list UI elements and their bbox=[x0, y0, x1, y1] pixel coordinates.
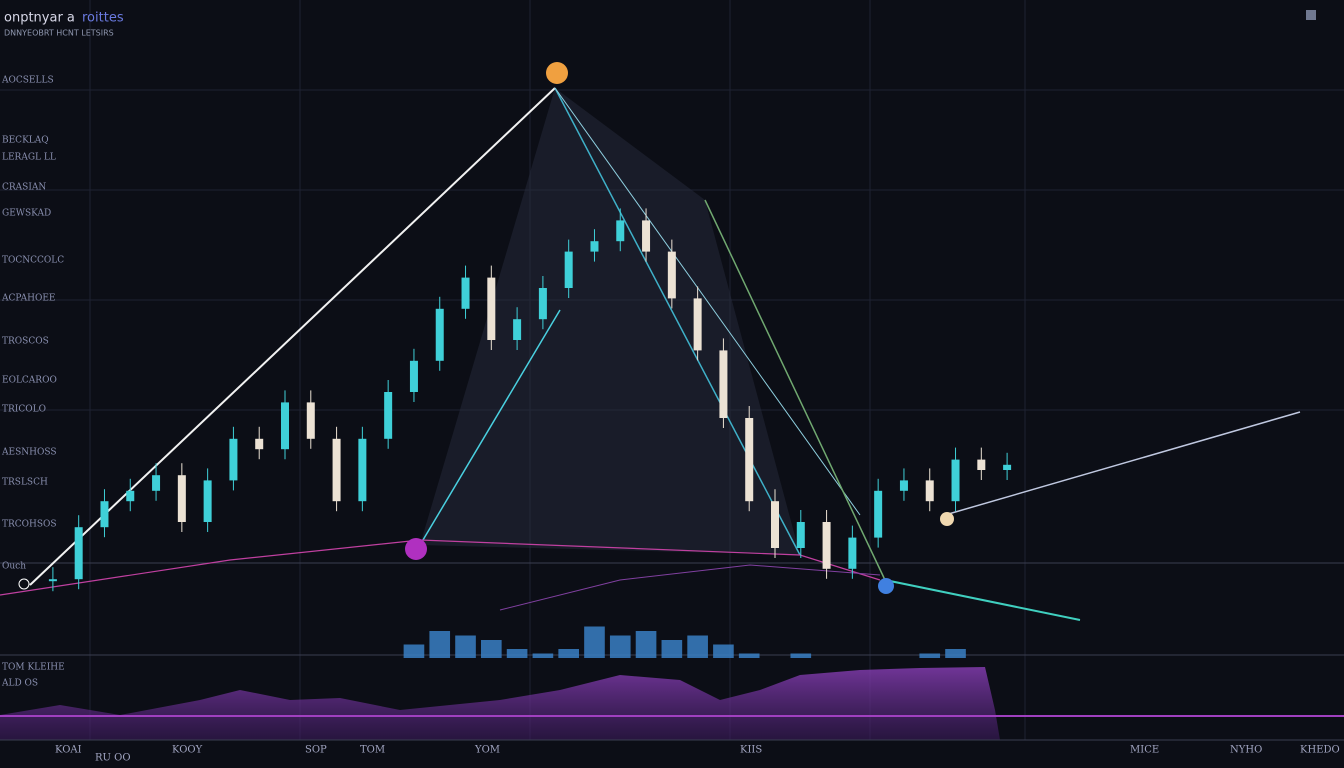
candle-body bbox=[126, 490, 135, 502]
candle-body bbox=[925, 480, 934, 502]
candle-body bbox=[384, 392, 393, 439]
candle-body bbox=[229, 438, 238, 481]
marker bbox=[18, 578, 30, 590]
candle-body bbox=[100, 501, 109, 528]
volume-bar bbox=[481, 640, 502, 658]
marker bbox=[405, 538, 427, 560]
candle-body bbox=[899, 480, 908, 491]
candle-body bbox=[48, 579, 57, 582]
bottom-label: MICE bbox=[1130, 745, 1159, 756]
candle-body bbox=[951, 459, 960, 502]
bottom-label: YOM bbox=[474, 745, 500, 756]
candle-body bbox=[848, 537, 857, 569]
volume-bar bbox=[532, 653, 554, 658]
side-label: ACPAHOEE bbox=[1, 294, 55, 304]
oscillator bbox=[0, 667, 1000, 740]
side-label: BECKLAQ bbox=[2, 136, 49, 146]
side-label: EOLCAROO bbox=[2, 376, 57, 386]
marker bbox=[546, 62, 568, 84]
panel-label: ALD OS bbox=[1, 679, 38, 689]
volume-bar bbox=[790, 653, 812, 658]
title-accent: roittes bbox=[82, 11, 124, 26]
marker bbox=[878, 578, 894, 594]
candle-body bbox=[719, 350, 728, 418]
volume-bar bbox=[687, 635, 708, 658]
candle-body bbox=[538, 288, 547, 320]
candle-body bbox=[152, 475, 161, 491]
side-label: LERAGL LL bbox=[2, 153, 56, 163]
candle-body bbox=[203, 480, 212, 522]
panel-label: TOM KLEIHE bbox=[2, 663, 65, 673]
bottom-label: TOM bbox=[360, 745, 385, 756]
volume-bar bbox=[635, 631, 657, 658]
marker bbox=[940, 512, 954, 526]
trend-lines bbox=[0, 87, 1301, 621]
subtitle: DNNYEOBRT HCNT LETSIRS bbox=[4, 29, 114, 38]
side-label: Ouch bbox=[2, 562, 26, 572]
bottom-label: KHEDO bbox=[1300, 745, 1340, 756]
candle-body bbox=[1003, 464, 1012, 470]
candle-body bbox=[332, 438, 341, 502]
candle-body bbox=[513, 319, 522, 340]
volume-bar bbox=[584, 626, 605, 658]
side-label: AOCSELLS bbox=[1, 76, 54, 86]
candle-body bbox=[461, 277, 470, 309]
candle-body bbox=[590, 241, 599, 252]
volume-bar bbox=[506, 649, 528, 658]
candle-body bbox=[745, 418, 754, 502]
side-label: TROSCOS bbox=[2, 337, 49, 347]
candle-body bbox=[306, 402, 315, 439]
volume-bar bbox=[609, 635, 631, 658]
candle-body bbox=[822, 522, 831, 569]
candle-body bbox=[796, 522, 805, 548]
candle-body bbox=[487, 277, 496, 340]
volume-bar bbox=[713, 644, 734, 658]
candle-body bbox=[771, 501, 779, 548]
candle-body bbox=[177, 475, 186, 522]
volume-bar bbox=[455, 635, 476, 658]
title: onptnyar a bbox=[4, 11, 75, 26]
side-label: AESNHOSS bbox=[1, 448, 57, 458]
bottom-label: KIIS bbox=[740, 745, 762, 756]
volume-bar bbox=[738, 653, 760, 658]
candle-body bbox=[409, 360, 418, 392]
candle-body bbox=[616, 220, 625, 242]
volume-bar bbox=[403, 644, 425, 658]
volume-bar bbox=[919, 653, 941, 658]
candle-body bbox=[255, 438, 264, 450]
side-label: GEWSKAD bbox=[2, 209, 51, 219]
candle-body bbox=[281, 402, 289, 450]
bottom-label: RU OO bbox=[95, 753, 131, 764]
candle-body bbox=[667, 251, 676, 299]
side-label: TRSLSCH bbox=[2, 478, 48, 488]
candle-body bbox=[74, 527, 83, 580]
side-label: CRASIAN bbox=[2, 183, 46, 193]
candle-body bbox=[874, 490, 883, 538]
bottom-label: NYHO bbox=[1230, 745, 1262, 756]
candle-body bbox=[642, 220, 651, 252]
bottom-label: KOOY bbox=[172, 745, 203, 756]
volume-bar bbox=[661, 640, 683, 658]
candle-body bbox=[358, 438, 367, 502]
candle-body bbox=[693, 298, 702, 351]
candle-body bbox=[564, 251, 573, 288]
side-label: TRCOHSOS bbox=[2, 520, 57, 530]
volume-bar bbox=[429, 631, 451, 658]
window-icon[interactable] bbox=[1306, 10, 1316, 20]
side-label: TOCNCCOLC bbox=[2, 256, 64, 266]
volume-bar bbox=[558, 649, 579, 658]
bottom-label: SOP bbox=[305, 745, 327, 756]
candle-body bbox=[977, 459, 986, 470]
bottom-label: KOAI bbox=[55, 745, 82, 756]
candle-body bbox=[435, 308, 444, 361]
pattern-area bbox=[420, 88, 800, 555]
side-label: TRICOLO bbox=[2, 405, 46, 415]
volume-bar bbox=[945, 649, 966, 658]
